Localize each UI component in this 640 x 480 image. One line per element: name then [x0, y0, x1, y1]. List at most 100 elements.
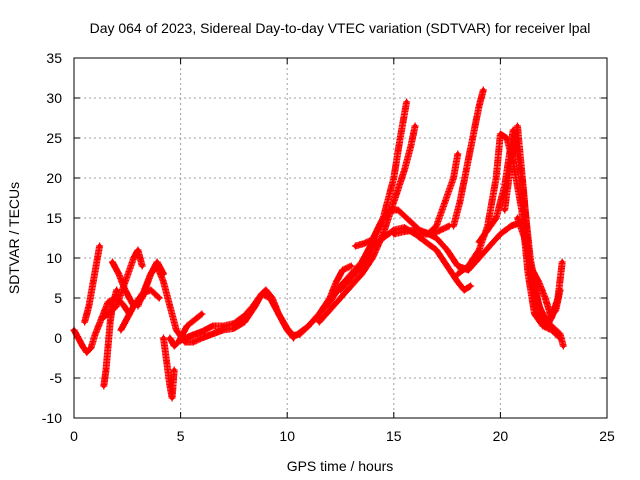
data-point — [105, 343, 111, 349]
data-point — [88, 345, 94, 350]
data-point — [157, 295, 162, 301]
y-tick-label: 25 — [46, 130, 62, 146]
data-point — [476, 239, 482, 245]
data-point — [135, 247, 141, 253]
plot-frame — [73, 57, 608, 419]
data-point — [340, 267, 345, 273]
data-point — [306, 323, 311, 329]
data-point — [391, 175, 396, 181]
data-point — [295, 331, 301, 337]
chart-title: Day 064 of 2023, Sidereal Day-to-day VTE… — [90, 20, 591, 36]
data-point — [543, 295, 548, 301]
data-point — [221, 323, 226, 329]
data-point — [434, 247, 439, 253]
data-point — [123, 287, 128, 293]
data-point — [259, 291, 264, 297]
data-point — [412, 227, 418, 233]
data-point — [172, 343, 177, 349]
data-point — [408, 143, 414, 149]
y-tick-label: 10 — [46, 250, 62, 266]
data-point — [359, 263, 364, 269]
data-point — [521, 191, 527, 197]
data-point — [231, 321, 237, 326]
data-point — [110, 259, 115, 265]
x-tick-label: 0 — [70, 428, 78, 444]
data-point — [404, 215, 409, 221]
data-point — [398, 135, 403, 141]
data-point — [161, 335, 166, 341]
data-point — [317, 319, 322, 325]
data-point — [555, 295, 561, 301]
data-point — [455, 263, 460, 269]
series-sat-11 — [294, 98, 411, 338]
series-sat-17 — [450, 86, 487, 230]
data-point — [167, 335, 173, 341]
data-point — [378, 219, 384, 225]
data-point — [523, 239, 529, 245]
data-point — [178, 338, 183, 343]
data-point — [498, 131, 503, 137]
data-point — [391, 199, 396, 205]
data-point — [370, 237, 375, 242]
y-tick-label: 35 — [46, 50, 62, 66]
data-point — [103, 367, 109, 373]
data-point — [515, 123, 520, 129]
y-tick-label: 0 — [54, 330, 62, 346]
data-point — [210, 323, 215, 329]
data-point — [451, 175, 456, 181]
data-point — [154, 263, 160, 269]
data-point — [148, 287, 153, 293]
data-point — [338, 287, 343, 293]
data-point — [395, 207, 401, 213]
data-point — [508, 223, 514, 229]
series-sat-13 — [337, 224, 475, 294]
data-point — [199, 311, 205, 317]
data-point — [191, 339, 196, 345]
data-point — [464, 167, 469, 173]
data-point — [532, 287, 537, 293]
data-point — [353, 243, 358, 249]
data-point — [338, 295, 343, 301]
data-point — [317, 311, 322, 317]
data-point — [327, 299, 332, 305]
data-point — [95, 255, 100, 261]
data-point — [444, 247, 450, 253]
data-point — [210, 331, 215, 337]
data-point — [154, 259, 160, 265]
data-point — [80, 343, 85, 349]
data-point — [425, 231, 431, 237]
data-point — [438, 227, 443, 233]
data-point — [487, 243, 492, 249]
data-point — [131, 255, 136, 261]
data-point — [455, 279, 460, 285]
data-point — [470, 135, 475, 141]
data-point — [387, 207, 392, 213]
data-point — [493, 215, 499, 221]
data-point — [561, 343, 566, 349]
y-tick-label: -5 — [50, 370, 63, 386]
data-point — [434, 235, 439, 241]
data-point — [498, 231, 503, 237]
series-sat-9 — [166, 310, 206, 350]
data-point — [534, 311, 539, 317]
x-tick-label: 20 — [493, 428, 509, 444]
data-point — [560, 259, 565, 265]
data-point — [451, 223, 456, 229]
data-point — [199, 329, 205, 334]
data-point — [174, 327, 179, 333]
data-point — [457, 199, 463, 205]
data-point — [105, 299, 111, 305]
data-point — [110, 303, 115, 309]
data-point — [263, 287, 269, 293]
data-point — [404, 99, 409, 105]
data-point — [120, 302, 126, 307]
data-point — [189, 333, 194, 338]
data-point — [114, 287, 119, 293]
data-point — [485, 227, 490, 233]
data-point — [370, 243, 375, 249]
data-point — [493, 175, 499, 181]
data-point — [108, 319, 113, 325]
data-point — [476, 255, 482, 261]
series-marks — [81, 242, 104, 326]
